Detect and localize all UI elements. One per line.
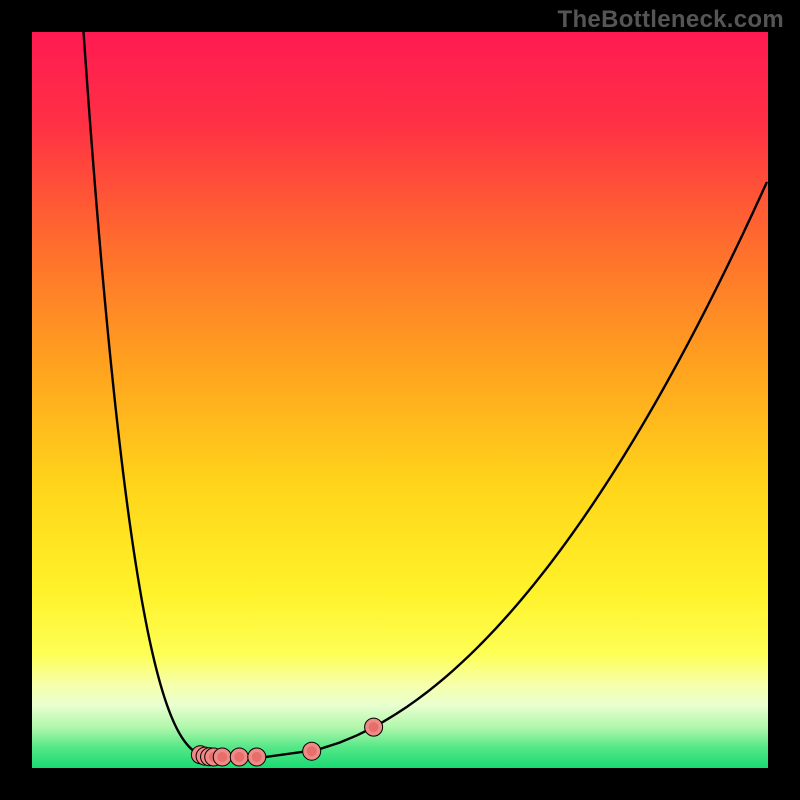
watermark-text: TheBottleneck.com (558, 6, 784, 34)
bottleneck-curve (84, 32, 767, 757)
data-marker (248, 748, 266, 766)
chart-overlay (0, 0, 800, 800)
data-marker (213, 748, 231, 766)
data-marker (303, 742, 321, 760)
data-marker (365, 718, 383, 736)
data-marker (230, 748, 248, 766)
